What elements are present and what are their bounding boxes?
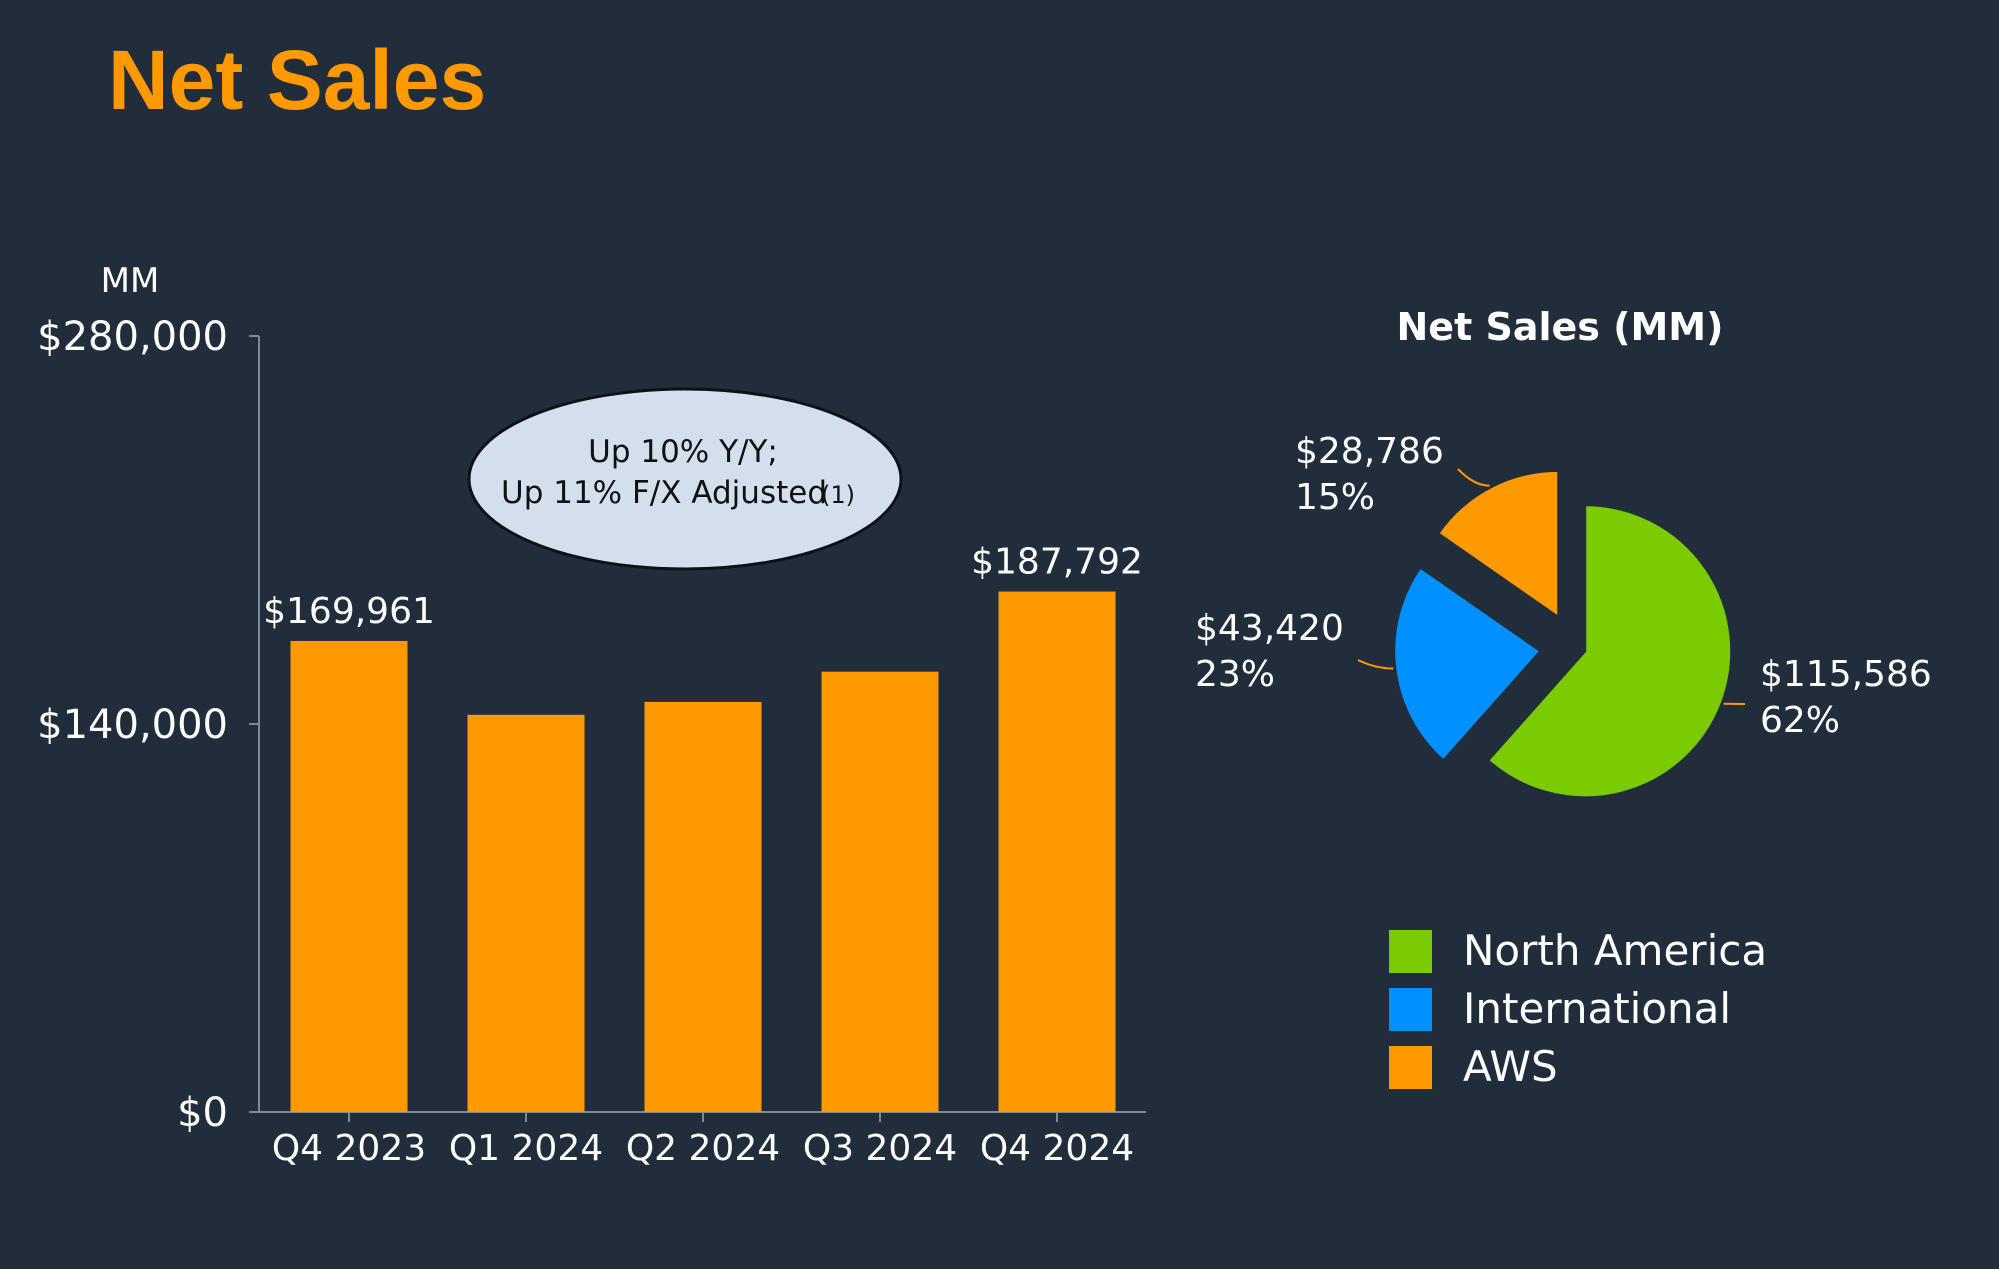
- bar-q3-2024: [821, 671, 939, 1112]
- legend-label: AWS: [1463, 1042, 1558, 1091]
- x-tick-label: Q2 2024: [626, 1128, 780, 1169]
- x-tick-label: Q4 2023: [272, 1128, 426, 1169]
- callout-line2: Up 11% F/X Adjusted: [501, 475, 827, 511]
- y-tick-label: $0: [177, 1090, 228, 1136]
- bar-q1-2024: [467, 714, 585, 1112]
- pie-data-labels: $115,586 62% $43,420 23% $28,786 15%: [1195, 431, 1932, 741]
- pie-slice-international: [1393, 566, 1542, 762]
- unit-label: MM: [101, 261, 160, 301]
- x-tick-label: Q1 2024: [449, 1128, 603, 1169]
- legend-swatch-north-america: [1389, 930, 1432, 973]
- pie-value-label: $43,420: [1195, 608, 1344, 649]
- slide-title: Net Sales: [108, 33, 487, 127]
- bar-q2-2024: [644, 701, 762, 1112]
- bars: [290, 591, 1116, 1112]
- pie-leader-line: [1457, 468, 1490, 487]
- legend-label: North America: [1463, 926, 1767, 975]
- bar-data-labels: $169,961 $187,792: [263, 542, 1143, 632]
- callout-line1: Up 10% Y/Y;: [588, 434, 778, 470]
- legend-swatch-international: [1389, 988, 1432, 1031]
- legend-swatch-aws: [1389, 1046, 1432, 1089]
- y-tick-label: $280,000: [37, 314, 228, 360]
- pie-value-label: $28,786: [1295, 431, 1444, 472]
- bar-q4-2023: [290, 640, 408, 1112]
- bar-data-label: $187,792: [971, 542, 1143, 583]
- growth-callout: Up 10% Y/Y; Up 11% F/X Adjusted (1): [467, 387, 903, 571]
- bar-q4-2024: [998, 591, 1116, 1112]
- pie-value-label: $115,586: [1760, 654, 1932, 695]
- x-tick-label: Q4 2024: [980, 1128, 1134, 1169]
- pie-chart: Net Sales (MM) $115,586 62% $43,420 23% $28,…: [1195, 305, 1932, 1091]
- pie-percent-label: 23%: [1195, 654, 1275, 695]
- y-tick-label: $140,000: [37, 702, 228, 748]
- pie-slice-aws: [1436, 469, 1560, 619]
- pie-title: Net Sales (MM): [1397, 305, 1724, 349]
- callout-footnote: (1): [821, 481, 855, 509]
- bar-data-label: $169,961: [263, 591, 435, 632]
- pie-legend: North America International AWS: [1389, 926, 1767, 1091]
- y-axis-ticks: $0 $140,000 $280,000: [37, 314, 259, 1136]
- x-tick-label: Q3 2024: [803, 1128, 957, 1169]
- pie-slices: [1393, 469, 1733, 799]
- pie-percent-label: 62%: [1760, 700, 1840, 741]
- bar-chart: MM $0 $140,000 $280,000 Q4 2023 Q1 2024 Q2 2…: [37, 261, 1146, 1169]
- callout-bubble: [467, 387, 903, 571]
- x-axis-labels: Q4 2023 Q1 2024 Q2 2024 Q3 2024 Q4 2024: [272, 1112, 1134, 1169]
- pie-leader-lines: [1357, 468, 1746, 705]
- pie-slice-north-america: [1486, 504, 1733, 799]
- legend-label: International: [1463, 984, 1731, 1033]
- pie-percent-label: 15%: [1295, 477, 1375, 518]
- pie-leader-line: [1357, 659, 1394, 670]
